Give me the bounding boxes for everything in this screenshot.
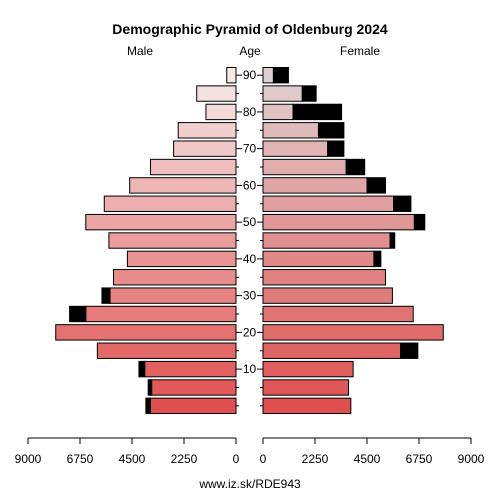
x-tick-label: 0 [260, 452, 267, 466]
male-bar-50-54 [85, 213, 237, 231]
female-bar-60-64 [262, 177, 368, 194]
male-bar-0-4 [149, 397, 237, 415]
x-tick-label: 2250 [171, 452, 198, 466]
age-tick-label: 30 [243, 289, 257, 303]
male-label: Male [127, 44, 153, 58]
male-bar-30-34 [109, 287, 237, 304]
age-axis: 90 80 70 60 50 40 30 20 10 [236, 68, 263, 407]
female-bar-75-79 [262, 122, 319, 139]
female-bar-65-69 [262, 158, 347, 176]
male-bars [55, 66, 237, 415]
male-bar-85-89 [196, 85, 237, 102]
chart-title: Demographic Pyramid of Oldenburg 2024 [112, 21, 388, 37]
x-tick-label: 2250 [302, 452, 329, 466]
x-tick-label: 4500 [354, 452, 381, 466]
male-bar-10-14 [144, 360, 237, 378]
female-bar-30-34 [262, 287, 393, 304]
female-foreign-bar-80-84 [292, 103, 343, 121]
x-tick-label: 6750 [67, 452, 94, 466]
male-foreign-bar-0-4 [145, 397, 151, 415]
male-bar-35-39 [113, 269, 237, 286]
female-foreign-bar-90+ [272, 66, 289, 84]
male-bar-20-24 [55, 324, 237, 341]
age-tick-label: 70 [243, 142, 257, 156]
female-bar-40-44 [262, 250, 375, 268]
male-bar-15-19 [96, 342, 237, 359]
age-tick-label: 40 [243, 252, 257, 266]
male-bar-55-59 [103, 195, 237, 212]
female-bar-10-14 [262, 360, 354, 378]
female-bar-15-19 [262, 342, 402, 359]
male-bar-80-84 [205, 103, 237, 121]
x-tick-label: 6750 [406, 452, 433, 466]
x-tick-label: 0 [233, 452, 240, 466]
male-bar-90+ [226, 66, 237, 84]
male-bar-75-79 [177, 122, 237, 139]
male-foreign-bar-30-34 [101, 287, 111, 304]
female-foreign-bar-65-69 [345, 158, 366, 176]
male-foreign-bar-10-14 [138, 360, 146, 378]
female-foreign-bar-70-74 [327, 140, 345, 157]
female-label: Female [340, 44, 380, 58]
age-tick-label: 10 [243, 362, 257, 376]
female-bars [262, 66, 444, 415]
male-bar-40-44 [126, 250, 237, 268]
footer-source: www.iz.sk/RDE943 [198, 477, 301, 491]
male-foreign-bar-25-29 [69, 305, 87, 323]
female-bar-55-59 [262, 195, 395, 212]
female-bar-5-9 [262, 379, 350, 396]
female-bar-50-54 [262, 213, 415, 231]
age-tick-label: 20 [243, 325, 257, 339]
female-foreign-bar-75-79 [317, 122, 345, 139]
female-foreign-bar-45-49 [389, 232, 396, 249]
age-tick-label: 80 [243, 105, 257, 119]
female-foreign-bar-50-54 [413, 213, 426, 231]
female-bar-0-4 [262, 397, 352, 415]
male-bar-65-69 [149, 158, 237, 176]
age-tick-label: 60 [243, 178, 257, 192]
x-tick-label: 9000 [15, 452, 42, 466]
male-foreign-bar-5-9 [147, 379, 153, 396]
age-label: Age [239, 44, 261, 58]
x-tick-label: 4500 [119, 452, 146, 466]
female-bar-25-29 [262, 305, 414, 323]
age-tick-label: 50 [243, 215, 257, 229]
female-bar-70-74 [262, 140, 329, 157]
female-bar-20-24 [262, 324, 444, 341]
male-bar-25-29 [85, 305, 237, 323]
male-bar-45-49 [108, 232, 237, 249]
female-foreign-bar-15-19 [400, 342, 419, 359]
female-bar-45-49 [262, 232, 391, 249]
female-bar-80-84 [262, 103, 294, 121]
male-bar-5-9 [151, 379, 237, 396]
female-bar-85-89 [262, 85, 303, 102]
female-bar-35-39 [262, 269, 386, 286]
male-bar-70-74 [173, 140, 237, 157]
x-tick-label: 9000 [458, 452, 485, 466]
female-foreign-bar-85-89 [301, 85, 317, 102]
x-axis-male: 9000 6750 4500 2250 0 [15, 437, 240, 466]
female-bar-90+ [262, 66, 274, 84]
female-foreign-bar-40-44 [373, 250, 382, 268]
x-axis-female: 0 2250 4500 6750 9000 [260, 437, 485, 466]
female-foreign-bar-60-64 [366, 177, 386, 194]
male-bar-60-64 [129, 177, 237, 194]
age-tick-label: 90 [243, 68, 257, 82]
female-foreign-bar-55-59 [393, 195, 412, 212]
